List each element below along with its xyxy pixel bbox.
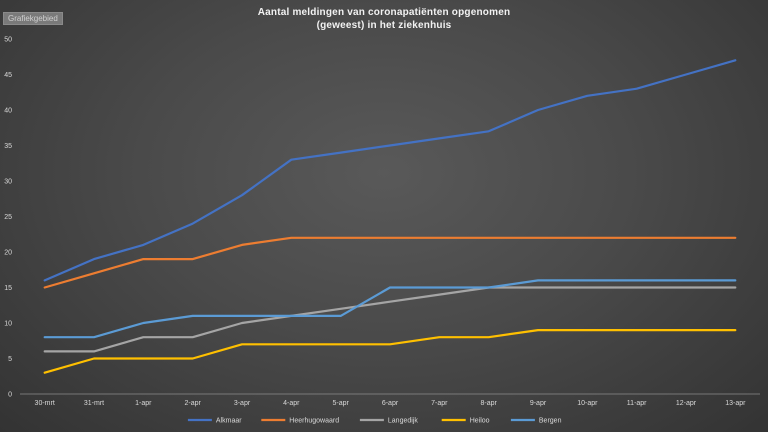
y-tick-label: 0 — [8, 392, 12, 399]
y-tick-label: 5 — [8, 356, 12, 363]
x-tick-label: 9-apr — [530, 400, 547, 407]
chart-title-line1: Aantal meldingen van coronapatiënten opg… — [257, 7, 511, 18]
chart-title-line2: (geweest) in het ziekenhuis — [316, 20, 452, 31]
x-tick-label: 13-apr — [725, 400, 746, 407]
x-tick-label: 5-apr — [332, 400, 349, 407]
chart-title: Aantal meldingen van coronapatiënten opg… — [0, 6, 768, 32]
chart-area-badge: Grafiekgebied — [3, 12, 63, 25]
x-tick-label: 7-apr — [431, 400, 448, 407]
y-tick-label: 45 — [4, 72, 12, 79]
x-tick-label: 2-apr — [184, 400, 201, 407]
legend-label-alkmaar: Alkmaar — [216, 418, 242, 425]
x-tick-label: 8-apr — [480, 400, 497, 407]
series-line-heiloo — [43, 329, 737, 374]
y-tick-label: 35 — [4, 143, 12, 150]
x-tick-label: 30-mrt — [35, 400, 55, 407]
x-tick-label: 10-apr — [577, 400, 598, 407]
y-tick-label: 20 — [4, 250, 12, 257]
x-tick-label: 1-apr — [135, 400, 152, 407]
y-tick-label: 30 — [4, 179, 12, 186]
x-tick-label: 31-mrt — [84, 400, 104, 407]
x-tick-label: 6-apr — [382, 400, 399, 407]
x-tick-label: 11-apr — [627, 400, 647, 407]
x-tick-label: 4-apr — [283, 400, 300, 407]
legend-label-heiloo: Heiloo — [470, 418, 490, 425]
legend-label-heerhugowaard: Heerhugowaard — [289, 418, 339, 425]
y-tick-label: 10 — [4, 321, 12, 328]
legend-label-langedijk: Langedijk — [388, 418, 418, 425]
series-line-bergen — [43, 279, 737, 339]
x-tick-label: 12-apr — [676, 400, 697, 407]
legend-label-bergen: Bergen — [539, 418, 562, 425]
series-line-langedijk — [43, 286, 737, 353]
y-tick-label: 25 — [4, 214, 12, 221]
x-tick-label: 3-apr — [234, 400, 251, 407]
y-tick-label: 50 — [4, 37, 12, 44]
y-tick-label: 15 — [4, 285, 12, 292]
series-line-alkmaar — [43, 59, 737, 282]
y-tick-label: 40 — [4, 108, 12, 115]
series-line-heerhugowaard — [43, 236, 737, 289]
